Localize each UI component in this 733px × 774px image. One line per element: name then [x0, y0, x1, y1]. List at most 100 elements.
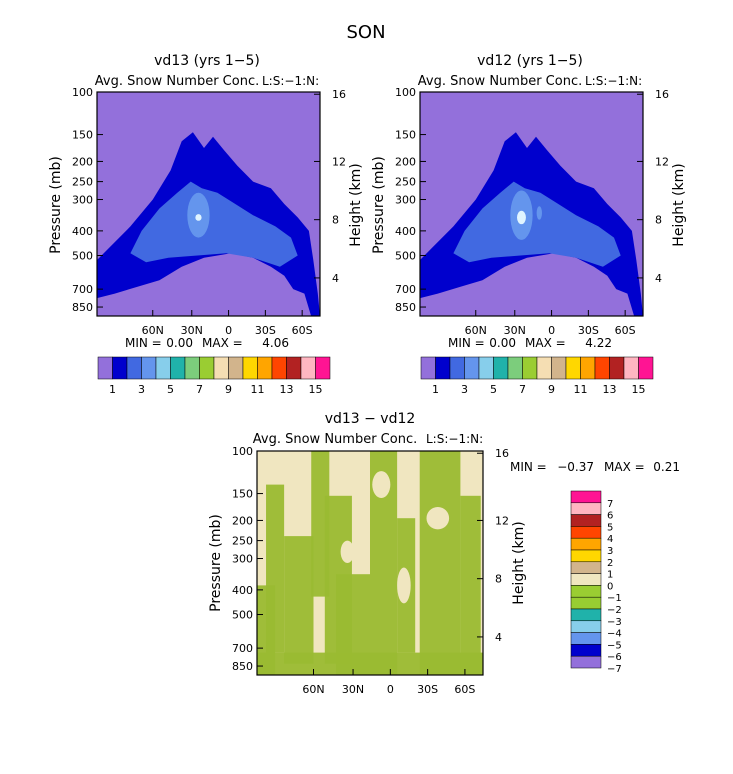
colorbar-swatch: [493, 356, 509, 380]
x-tick-label: 0: [225, 324, 232, 337]
colorbar-swatch: [112, 356, 128, 380]
y-tick-label: 250: [232, 535, 253, 548]
y2-tick-label: 4: [655, 272, 662, 285]
min-value: 0.00: [166, 336, 193, 350]
colorbar-label: −5: [607, 640, 622, 651]
colorbar-swatch: [155, 356, 171, 380]
x-tick-label: 60N: [302, 683, 324, 696]
y-tick-label: 300: [232, 553, 253, 566]
contour-band-positive: [397, 567, 411, 604]
colorbar: 1 3 5 7 9 11 13 15: [420, 356, 654, 396]
x-tick-label: 60S: [454, 683, 475, 696]
panel-title: vd13 − vd12: [325, 411, 416, 427]
colorbar-label: 11: [251, 383, 265, 396]
colorbar-swatch: [570, 549, 602, 563]
x-tick-label: 0: [387, 683, 394, 696]
x-tick-label: 60S: [615, 324, 636, 337]
max-value: 4.06: [262, 336, 289, 350]
x-tick-label: 30N: [342, 683, 364, 696]
plot-frame: [256, 450, 484, 676]
contour-band-negative: [460, 495, 481, 675]
colorbar-swatch: [184, 356, 200, 380]
colorbar-swatch: [315, 356, 331, 380]
y-tick-label: 700: [72, 283, 93, 296]
y-tick-label: 100: [395, 86, 416, 99]
y2-tick-label: 12: [332, 155, 346, 168]
x-tick-label: 60N: [142, 324, 164, 337]
panel-subtitle: Avg. Snow Number Conc.: [95, 74, 259, 89]
y2-tick-label: 16: [332, 88, 346, 101]
y-axis-label: Pressure (mb): [371, 156, 387, 254]
contour-band-negative: [257, 652, 483, 675]
y2-axis-label: Height (km): [671, 163, 687, 246]
x-tick-label: 60S: [292, 324, 313, 337]
y-tick-label: 200: [72, 155, 93, 168]
y-tick-label: 700: [232, 642, 253, 655]
min-value: −0.37: [557, 460, 594, 474]
colorbar-swatch: [570, 585, 602, 598]
y2-tick-label: 8: [495, 573, 502, 586]
colorbar-swatch: [435, 356, 451, 380]
contour-band-positive: [372, 471, 391, 499]
colorbar-swatch: [638, 356, 654, 380]
y-tick-label: 150: [232, 488, 253, 501]
panel-title: vd13 (yrs 1−5): [154, 53, 260, 69]
colorbar-swatch: [570, 526, 602, 539]
page-title: SON: [346, 22, 385, 43]
y-tick-label: 500: [72, 250, 93, 263]
colorbar-swatch: [213, 356, 229, 380]
x-tick-label: 30N: [504, 324, 526, 337]
colorbar-label: 0: [607, 581, 613, 592]
contour-level-4: [195, 214, 202, 221]
y2-axis-label: Height (km): [511, 521, 527, 604]
y-tick-label: 150: [395, 129, 416, 142]
colorbar-label: 13: [603, 383, 617, 396]
colorbar-swatch: [570, 620, 602, 633]
colorbar-label: 9: [548, 383, 555, 396]
min-label: MIN =: [510, 460, 547, 474]
colorbar-swatch: [565, 356, 581, 380]
y-tick-label: 850: [232, 660, 253, 673]
x-tick-label: 30S: [417, 683, 438, 696]
colorbar-swatch: [199, 356, 215, 380]
contour-plot: 100 150 200 250 300 400 500 700 850 16 12 8 4 60N 30N 0…: [232, 445, 509, 696]
x-tick-label: 0: [548, 324, 555, 337]
colorbar-swatch: [97, 356, 113, 380]
y-tick-label: 400: [232, 584, 253, 597]
contour-plot: 100 150 200 250 300 400 500 700 850 16 12 8 4 60N 30N 0…: [72, 86, 346, 337]
corner-label: L:S:−1:N:: [262, 74, 319, 88]
contour-level-2: [453, 181, 621, 267]
x-tick-label: 30S: [255, 324, 276, 337]
colorbar-label: 9: [225, 383, 232, 396]
colorbar-label: −4: [607, 629, 622, 640]
colorbar-swatch: [242, 356, 258, 380]
colorbar-label: 7: [607, 499, 613, 510]
x-tick-label: 30S: [578, 324, 599, 337]
colorbar-swatch: [570, 632, 602, 645]
max-value: 0.21: [653, 460, 680, 474]
y-tick-label: 250: [72, 176, 93, 189]
colorbar-label: 3: [138, 383, 145, 396]
colorbar-label: 5: [607, 522, 613, 533]
colorbar-label: 7: [196, 383, 203, 396]
panel-difference: vd13 − vd12 Avg. Snow Number Conc. L:S:−…: [208, 411, 680, 696]
y2-tick-label: 4: [332, 272, 339, 285]
y-tick-label: 700: [395, 283, 416, 296]
max-value: 4.22: [585, 336, 612, 350]
colorbar-swatch: [420, 356, 436, 380]
y2-tick-label: 16: [655, 88, 669, 101]
colorbar-swatch: [271, 356, 287, 380]
y-tick-label: 100: [72, 86, 93, 99]
colorbar-label: 6: [607, 511, 613, 522]
colorbar-swatch: [594, 356, 610, 380]
contour-band-positive: [295, 509, 309, 528]
colorbar-label: 1: [432, 383, 439, 396]
colorbar-swatch: [570, 502, 602, 515]
colorbar-swatch: [522, 356, 538, 380]
colorbar-swatch: [478, 356, 494, 380]
y-axis-label: Pressure (mb): [48, 156, 64, 254]
contour-band-positive: [426, 507, 450, 530]
corner-label: L:S:−1:N:: [585, 74, 642, 88]
x-tick-label: 60N: [465, 324, 487, 337]
y-tick-label: 850: [72, 301, 93, 314]
